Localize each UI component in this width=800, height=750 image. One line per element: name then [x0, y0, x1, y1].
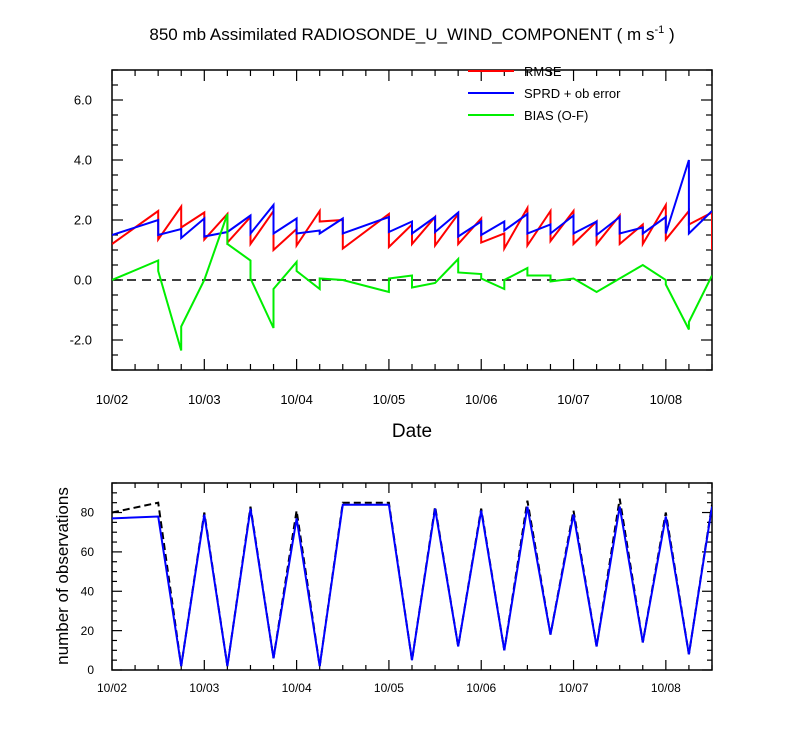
- x-tick-label: 10/03: [189, 681, 219, 695]
- x-tick-label: 10/03: [188, 392, 221, 407]
- y-tick-label: 40: [81, 584, 95, 598]
- x-tick-label: 10/06: [465, 392, 498, 407]
- y-tick-label: 0.0: [74, 273, 92, 288]
- y-axis-label: number of observations: [53, 487, 72, 665]
- x-tick-label: 10/04: [280, 392, 313, 407]
- chart-title-close: ): [664, 25, 674, 44]
- x-tick-label: 10/05: [374, 681, 404, 695]
- y-tick-label: 4.0: [74, 153, 92, 168]
- series-group: [112, 498, 712, 667]
- x-tick-label: 10/06: [466, 681, 496, 695]
- chart-title-main: 850 mb Assimilated RADIOSONDE_U_WIND_COM…: [149, 25, 654, 44]
- chart-title-superscript: -1: [654, 24, 664, 36]
- y-tick-label: 0: [87, 663, 94, 677]
- chart-title: 850 mb Assimilated RADIOSONDE_U_WIND_COM…: [149, 24, 674, 44]
- x-tick-label: 10/04: [282, 681, 312, 695]
- observations-chart: 10/02 10/03 10/04 10/05 10/06 10/07 10/08 0 20 40…: [81, 482, 713, 695]
- x-tick-label: 10/08: [651, 681, 681, 695]
- x-axis-label: Date: [392, 421, 432, 442]
- legend-label: RMSE: [524, 64, 562, 79]
- y-tick-label: 60: [81, 545, 95, 559]
- series-line-sprd-ob-error: [112, 159, 712, 241]
- series-line-used: [112, 503, 712, 667]
- x-tick-label: 10/05: [373, 392, 406, 407]
- x-tick-label: 10/02: [97, 681, 127, 695]
- legend-label: SPRD + ob error: [524, 86, 621, 101]
- y-tick-label: 6.0: [74, 93, 92, 108]
- legend-label: BIAS (O-F): [524, 108, 588, 123]
- y-tick-label: 2.0: [74, 213, 92, 228]
- y-tick-label: 20: [81, 624, 95, 638]
- x-tick-label: 10/02: [96, 392, 129, 407]
- series-line-bias-o-f: [112, 213, 712, 351]
- main-chart: 10/02 10/03 10/04 10/05 10/06 10/07 10/08 -2.0 0…: [70, 64, 713, 407]
- x-tick-label: 10/07: [557, 392, 590, 407]
- y-tick-label: 80: [81, 506, 95, 520]
- series-group: [112, 159, 712, 351]
- x-tick-label: 10/07: [559, 681, 589, 695]
- y-tick-label: -2.0: [70, 333, 92, 348]
- x-tick-label: 10/08: [650, 392, 683, 407]
